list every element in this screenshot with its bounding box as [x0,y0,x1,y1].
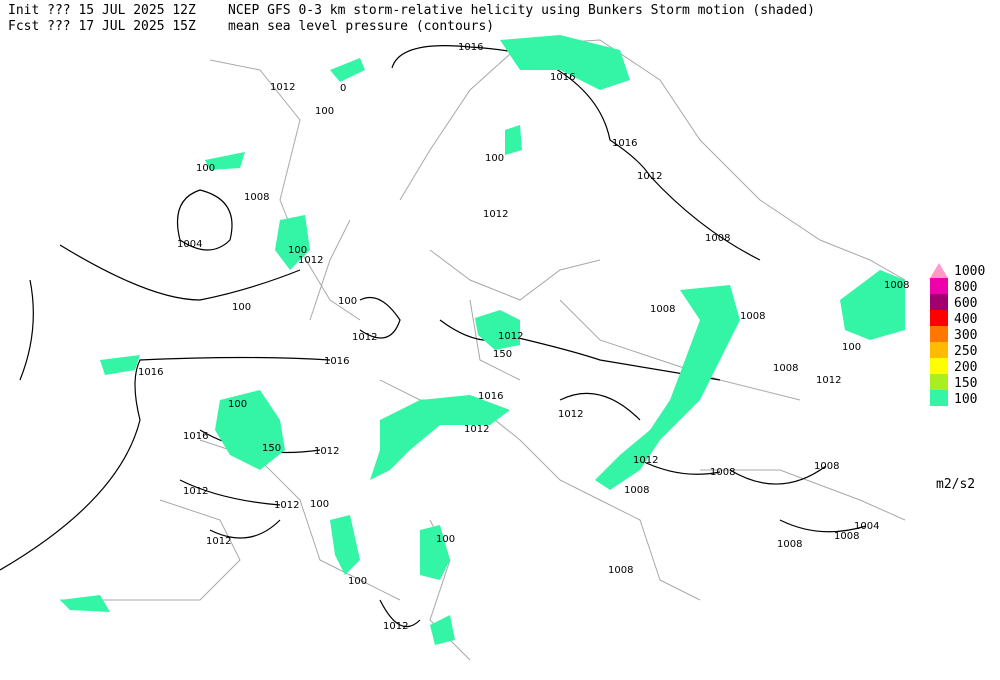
contour-label: 100 [315,106,334,117]
contour-label: 1008 [608,565,633,576]
contour-label: 100 [485,153,504,164]
contour-label: 1012 [464,424,489,435]
contour-label: 1012 [183,486,208,497]
forecast-time: Fcst ??? 17 JUL 2025 15Z [8,19,196,34]
contour-label: 1012 [274,500,299,511]
contour-label: 1016 [324,356,349,367]
contour-label: 1004 [177,239,202,250]
contour-label: 1008 [710,467,735,478]
contour-label: 1016 [612,138,637,149]
contour-label: 1008 [244,192,269,203]
contour-label: 1012 [816,375,841,386]
init-time: Init ??? 15 JUL 2025 12Z [8,3,196,18]
contour-label: 100 [348,576,367,587]
legend-label: 100 [954,392,977,407]
title: NCEP GFS 0-3 km storm-relative helicity … [228,3,815,18]
contour-label: 1012 [352,332,377,343]
legend-swatch [930,326,948,342]
contour-label: 1008 [740,311,765,322]
contour-label: 100 [310,499,329,510]
contour-label: 1012 [483,209,508,220]
legend-label: 400 [954,312,977,327]
legend-swatch [930,294,948,310]
contour-label: 100 [842,342,861,353]
contour-label: 1016 [550,72,575,83]
legend-label: 200 [954,360,977,375]
contour-label: 1016 [458,42,483,53]
contour-label: 1012 [637,171,662,182]
legend-label: 250 [954,344,977,359]
contour-label: 100 [288,245,307,256]
contour-label: 1008 [814,461,839,472]
contour-label: 1008 [884,280,909,291]
legend-swatch [930,358,948,374]
legend-swatch [930,390,948,406]
contour-label: 1012 [633,455,658,466]
legend-swatch [930,374,948,390]
contour-label: 150 [493,349,512,360]
contour-label: 1012 [383,621,408,632]
contour-label: 1008 [705,233,730,244]
contour-label: 1008 [650,304,675,315]
legend-label: 1000 [954,264,985,279]
legend-units: m2/s2 [936,477,975,492]
legend-swatch [930,263,948,278]
legend-label: 300 [954,328,977,343]
contour-label: 100 [338,296,357,307]
contour-label: 0 [340,83,346,94]
contour-label: 1012 [498,331,523,342]
contour-label: 1016 [183,431,208,442]
contour-label: 1008 [624,485,649,496]
legend-swatch [930,342,948,358]
contour-label: 1004 [854,521,879,532]
contour-label: 1016 [138,367,163,378]
legend-swatch [930,310,948,326]
contour-label: 1008 [834,531,859,542]
legend-label: 600 [954,296,977,311]
contour-label: 100 [232,302,251,313]
contour-label: 1012 [270,82,295,93]
contour-label: 100 [196,163,215,174]
contour-label: 1012 [314,446,339,457]
contour-label: 1012 [298,255,323,266]
contour-label: 1016 [478,391,503,402]
subtitle: mean sea level pressure (contours) [228,19,494,34]
legend-label: 800 [954,280,977,295]
contour-label: 100 [228,399,247,410]
contour-label: 1012 [558,409,583,420]
contour-label: 100 [436,534,455,545]
map-geography [0,35,906,661]
legend-label: 150 [954,376,977,391]
contour-label: 1008 [773,363,798,374]
contour-label: 1012 [206,536,231,547]
contour-label: 150 [262,443,281,454]
legend-swatch [930,278,948,294]
contour-label: 1008 [777,539,802,550]
